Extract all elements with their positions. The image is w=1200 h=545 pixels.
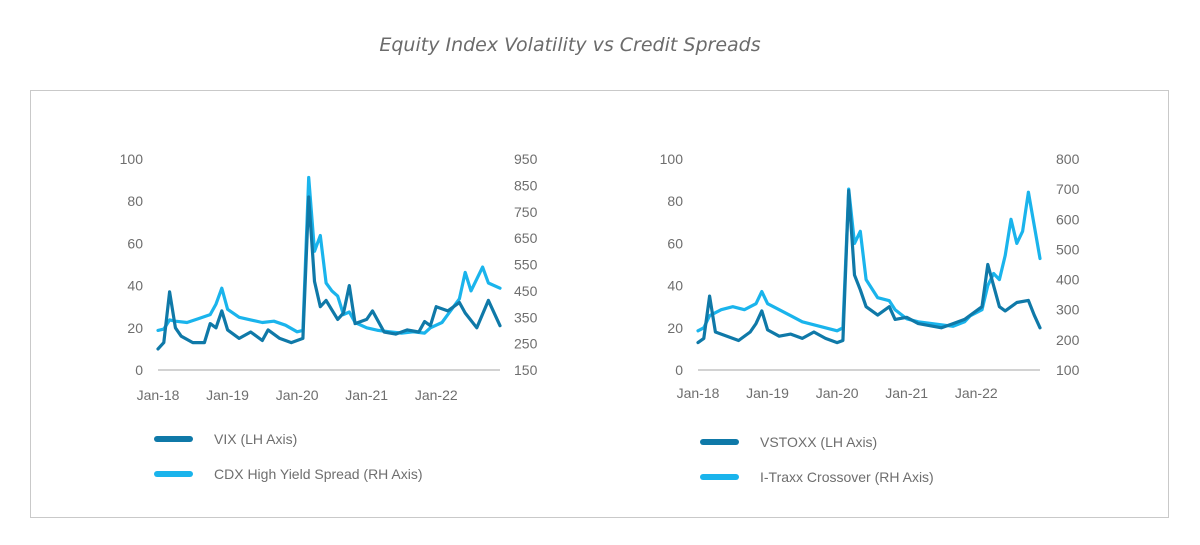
y-right-tick-label: 500 [1056,241,1080,257]
legend-label: VSTOXX (LH Axis) [760,434,877,450]
y-right-tick-label: 800 [1056,151,1080,167]
y-right-tick-label: 700 [1056,181,1080,197]
series-line-vstoxx [696,189,1042,345]
y-left-tick-label: 80 [667,193,683,209]
y-right-tick-label: 650 [514,230,538,246]
chart-panel [30,90,1169,518]
y-right-tick-label: 100 [1056,362,1080,378]
x-tick-label: Jan-20 [276,387,319,403]
x-tick-label: Jan-18 [677,385,720,401]
y-left-tick-label: 40 [667,278,683,294]
y-left-tick-label: 100 [660,151,684,167]
legend-label: CDX High Yield Spread (RH Axis) [214,466,423,482]
y-left-tick-label: 0 [135,362,143,378]
y-right-tick-label: 250 [514,336,538,352]
y-left-tick-label: 0 [675,362,683,378]
y-right-tick-label: 400 [1056,272,1080,288]
series-line-vix [156,195,502,351]
y-left-tick-label: 80 [127,193,143,209]
legend-label: I-Traxx Crossover (RH Axis) [760,469,934,485]
y-right-tick-label: 550 [514,257,538,273]
y-left-tick-label: 100 [120,151,144,167]
series-line-cdx [156,175,502,335]
x-tick-label: Jan-19 [746,385,789,401]
x-tick-label: Jan-19 [206,387,249,403]
y-right-tick-label: 300 [1056,302,1080,318]
x-tick-label: Jan-22 [955,385,998,401]
y-left-tick-label: 20 [667,320,683,336]
legend-label: VIX (LH Axis) [214,431,297,447]
y-right-tick-label: 150 [514,362,538,378]
y-left-tick-label: 60 [667,235,683,251]
series-line-i-traxx [696,187,1042,333]
y-left-tick-label: 60 [127,235,143,251]
y-right-tick-label: 850 [514,177,538,193]
y-right-tick-label: 200 [1056,332,1080,348]
x-tick-label: Jan-18 [137,387,180,403]
x-tick-label: Jan-21 [345,387,388,403]
y-right-tick-label: 950 [514,151,538,167]
y-left-tick-label: 40 [127,278,143,294]
x-tick-label: Jan-21 [885,385,928,401]
page-title: Equity Index Volatility vs Credit Spread… [379,34,761,56]
y-right-tick-label: 450 [514,283,538,299]
y-right-tick-label: 350 [514,309,538,325]
x-tick-label: Jan-20 [816,385,859,401]
y-right-tick-label: 750 [514,204,538,220]
y-left-tick-label: 20 [127,320,143,336]
x-tick-label: Jan-22 [415,387,458,403]
y-right-tick-label: 600 [1056,211,1080,227]
